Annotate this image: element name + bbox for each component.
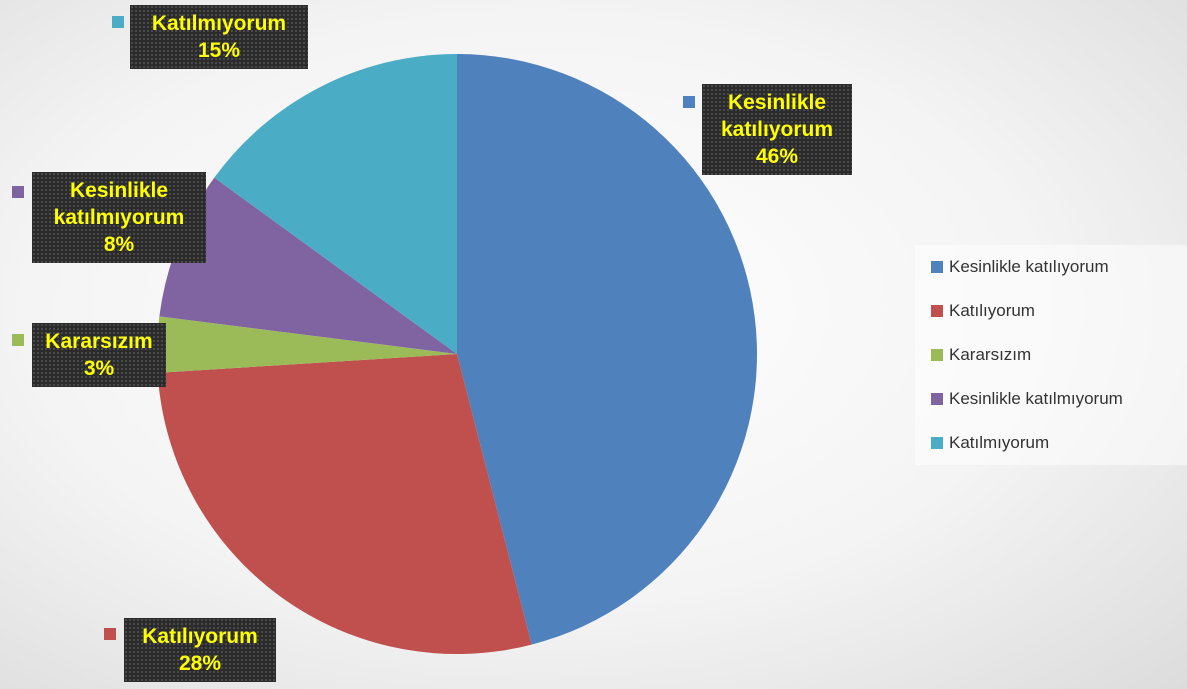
pie-slice <box>457 54 757 645</box>
pie-slice <box>214 54 457 354</box>
data-label-value: 15% <box>197 39 241 62</box>
legend-item: Katılıyorum <box>931 301 1035 321</box>
legend-text: Katılmıyorum <box>949 433 1050 452</box>
label-marker <box>12 334 24 346</box>
data-label: Kesinlikle katılmıyorum 8% <box>32 172 206 263</box>
label-marker <box>683 96 695 108</box>
legend-text: Kararsızım <box>949 345 1032 364</box>
data-label-name: Kesinlikle katılıyorum <box>720 91 834 141</box>
data-label-name: Katılmıyorum <box>151 12 287 35</box>
label-marker <box>12 186 24 198</box>
pie-slice <box>156 316 457 373</box>
pie-slice <box>159 177 457 354</box>
data-label-value: 28% <box>178 652 222 675</box>
data-label-name: Katılıyorum <box>142 625 258 648</box>
data-label-value: 3% <box>83 357 115 380</box>
legend-item: Kararsızım <box>931 345 1031 365</box>
data-label-value: 46% <box>755 145 799 168</box>
data-label-name: Kesinlikle katılmıyorum <box>53 179 185 229</box>
data-label: Kararsızım 3% <box>32 323 166 387</box>
data-label-value: 8% <box>103 233 135 256</box>
legend: Kesinlikle katılıyorum Katılıyorum Kararsı… <box>915 245 1187 465</box>
label-marker <box>112 16 124 28</box>
label-marker <box>104 628 116 640</box>
legend-swatch <box>931 349 943 361</box>
pie-slice <box>157 354 532 655</box>
data-label-name: Kararsızım <box>45 330 153 353</box>
legend-text: Katılıyorum <box>949 301 1035 320</box>
legend-item: Kesinlikle katılıyorum <box>931 257 1109 277</box>
data-label: Katılıyorum 28% <box>124 618 276 682</box>
legend-text: Kesinlikle katılmıyorum <box>949 389 1123 408</box>
data-label: Katılmıyorum 15% <box>130 5 308 69</box>
legend-item: Katılmıyorum <box>931 433 1049 453</box>
legend-swatch <box>931 393 943 405</box>
legend-swatch <box>931 305 943 317</box>
legend-item: Kesinlikle katılmıyorum <box>931 389 1123 409</box>
legend-swatch <box>931 437 943 449</box>
legend-swatch <box>931 261 943 273</box>
data-label: Kesinlikle katılıyorum 46% <box>702 84 852 175</box>
legend-text: Kesinlikle katılıyorum <box>949 257 1109 276</box>
